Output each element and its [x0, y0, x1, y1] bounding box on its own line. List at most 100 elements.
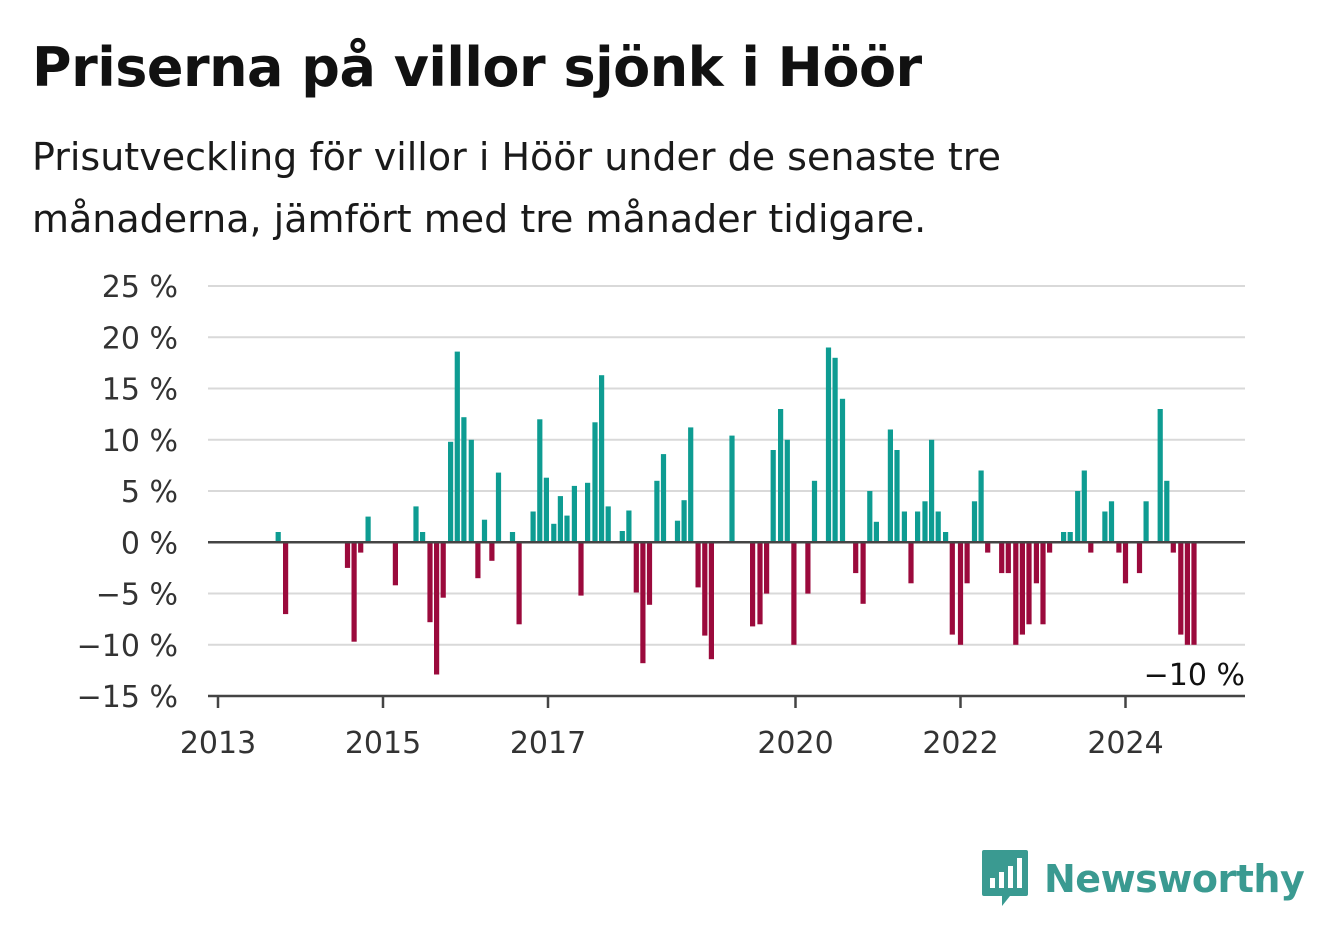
bar — [784, 439, 790, 543]
bar — [564, 515, 570, 543]
bar — [605, 506, 611, 543]
x-tick-label: 2013 — [180, 726, 256, 761]
brand-name: Newsworthy — [1044, 857, 1305, 901]
bar — [839, 398, 846, 543]
bar — [1088, 542, 1094, 553]
bar — [351, 542, 357, 642]
bar — [674, 520, 681, 543]
bar — [475, 542, 481, 579]
x-tick-label: 2024 — [1087, 726, 1163, 761]
x-tick-label: 2022 — [922, 726, 998, 761]
x-tick-label: 2015 — [345, 726, 421, 761]
bar — [999, 542, 1005, 574]
bar — [1019, 542, 1025, 635]
bar — [640, 542, 646, 664]
bar — [922, 501, 928, 543]
bar — [1184, 542, 1190, 645]
bar — [853, 542, 859, 574]
bar — [516, 542, 522, 625]
bar — [489, 542, 495, 561]
bar — [985, 542, 991, 553]
bar — [1122, 542, 1129, 584]
axes — [208, 541, 1245, 708]
last-value-label: −10 % — [1144, 658, 1245, 693]
bar — [811, 480, 818, 543]
bar — [978, 470, 984, 543]
bar — [633, 542, 639, 593]
x-axis-labels: 2013 2015 2017 2020 2022 2024 — [180, 726, 1164, 761]
bar — [537, 419, 543, 543]
bar — [1081, 470, 1087, 543]
y-tick-label: 0 % — [121, 526, 178, 561]
bar — [695, 542, 701, 588]
bar — [1047, 542, 1053, 553]
bar — [599, 375, 605, 543]
y-tick-label: 15 % — [102, 373, 178, 408]
y-tick-label: −10 % — [77, 629, 178, 664]
bar — [468, 439, 474, 543]
bar — [1116, 542, 1122, 553]
y-tick-label: −5 % — [96, 578, 178, 613]
bar — [626, 510, 632, 543]
bar — [365, 516, 371, 543]
bar — [688, 427, 694, 543]
x-tick-label: 2017 — [510, 726, 586, 761]
bar — [1178, 542, 1184, 635]
bar — [860, 542, 866, 604]
bar — [943, 532, 949, 543]
bar — [935, 511, 941, 543]
bar-chart: −15 % −10 % −5 % 0 % 5 % 10 % 15 % 20 % 25 % 201… — [77, 270, 1245, 761]
y-tick-label: 10 % — [102, 424, 178, 459]
bar — [1061, 532, 1067, 543]
bar-chart-speech-bubble-icon — [982, 850, 1028, 906]
bar — [275, 532, 281, 543]
bar — [1157, 409, 1163, 543]
bar — [495, 472, 502, 543]
bar — [681, 500, 687, 543]
bar — [901, 511, 907, 543]
bar — [420, 532, 426, 543]
bar — [929, 439, 935, 543]
y-tick-label: −15 % — [77, 680, 178, 715]
bar — [805, 542, 811, 594]
bar — [543, 477, 549, 543]
bars — [275, 347, 1197, 675]
bar — [654, 480, 660, 543]
bar — [571, 485, 577, 543]
bar — [757, 542, 763, 625]
bar — [1143, 501, 1149, 543]
bar — [908, 542, 914, 584]
bar — [729, 435, 735, 543]
bar — [708, 542, 714, 660]
bar — [750, 542, 756, 627]
bar — [791, 542, 797, 645]
y-axis-labels: −15 % −10 % −5 % 0 % 5 % 10 % 15 % 20 % 25 % — [77, 270, 178, 715]
bar — [1033, 542, 1039, 584]
bar — [461, 417, 467, 543]
bar — [949, 542, 955, 635]
bar — [915, 511, 921, 543]
bar — [957, 542, 964, 645]
bar — [887, 429, 893, 543]
bar — [557, 496, 563, 543]
bar — [481, 519, 488, 543]
bar — [894, 450, 900, 543]
bar — [873, 521, 879, 543]
bar — [1026, 542, 1032, 625]
bar — [551, 523, 557, 543]
y-tick-label: 5 % — [121, 475, 178, 510]
newsworthy-logo: Newsworthy — [980, 848, 1305, 910]
bar — [454, 351, 460, 543]
bar — [778, 409, 784, 543]
bar — [964, 542, 970, 584]
bar — [764, 542, 770, 594]
bar — [530, 511, 536, 543]
bar — [448, 441, 454, 543]
bar — [619, 531, 625, 543]
bar — [867, 491, 873, 543]
chart-subtitle: Prisutveckling för villor i Höör under d… — [32, 135, 1001, 241]
bar — [1164, 480, 1170, 543]
bar — [283, 542, 289, 615]
bar — [1102, 511, 1108, 543]
bar — [358, 542, 364, 553]
